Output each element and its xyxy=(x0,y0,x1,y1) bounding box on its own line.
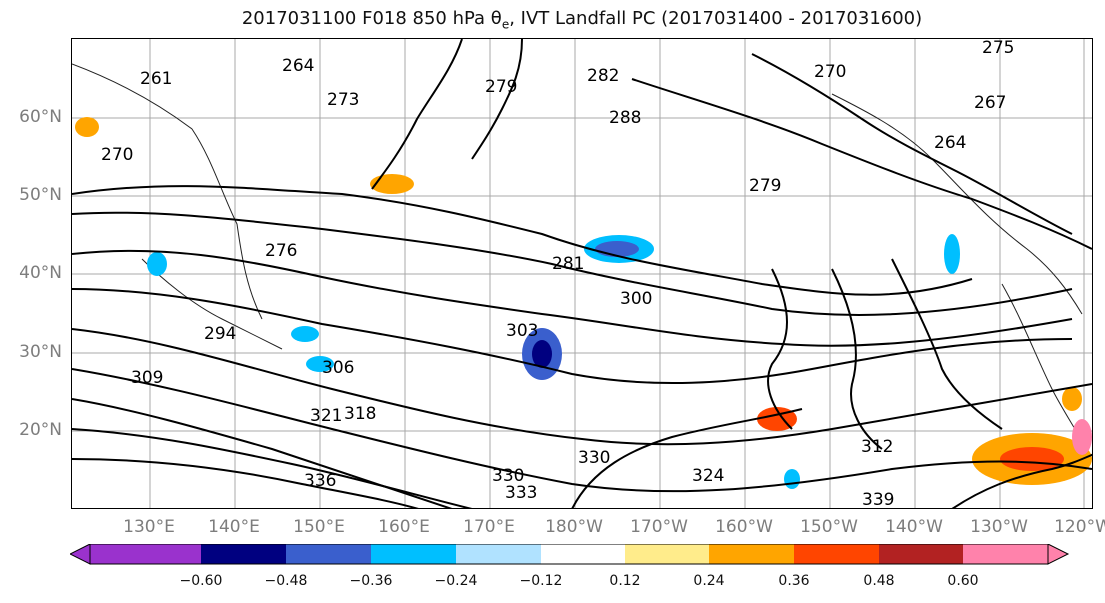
contour-label: 312 xyxy=(861,437,893,457)
colorbar-tick-label: −0.12 xyxy=(519,573,563,589)
lon-label: 180°W xyxy=(545,517,603,537)
colorbar-segment xyxy=(879,544,963,564)
contour-label: 276 xyxy=(265,241,297,261)
contour-label: 288 xyxy=(609,108,641,128)
colorbar-left-arrow xyxy=(68,543,91,565)
contour-label: 339 xyxy=(862,490,894,509)
gridlines xyxy=(72,39,1092,508)
contour-label: 321 xyxy=(310,406,342,426)
contour-label: 330 xyxy=(492,466,524,486)
contour-label: 282 xyxy=(587,66,619,86)
contour-label: 330 xyxy=(578,448,610,468)
lat-label: 30°N xyxy=(19,342,62,362)
colorbar-tick-label: −0.24 xyxy=(434,573,478,589)
contour-label: 300 xyxy=(620,289,652,309)
colorbar-tick-label: 0.12 xyxy=(609,573,641,589)
lon-label: 170°E xyxy=(463,517,515,537)
contour-label: 333 xyxy=(505,483,537,503)
contour-label: 275 xyxy=(982,39,1014,58)
colorbar-tick-label: −0.36 xyxy=(349,573,393,589)
contour-label: 336 xyxy=(304,471,336,491)
lat-label: 50°N xyxy=(19,185,62,205)
lon-label: 130°W xyxy=(970,517,1028,537)
lon-label: 130°E xyxy=(123,517,175,537)
colorbar-segment xyxy=(963,544,1048,564)
lon-label: 140°W xyxy=(885,517,943,537)
contour-label: 281 xyxy=(552,254,584,274)
colorbar-tick-label: 0.24 xyxy=(693,573,725,589)
contour-label: 324 xyxy=(692,466,724,486)
contour-label: 264 xyxy=(282,56,314,76)
contour-label: 306 xyxy=(322,358,354,378)
contour-label: 279 xyxy=(749,176,781,196)
colorbar-segment xyxy=(456,544,541,564)
lon-label: 160°E xyxy=(378,517,430,537)
colorbar-segment xyxy=(794,544,879,564)
colorbar-segment xyxy=(625,544,709,564)
colorbar-segment xyxy=(201,544,286,564)
colorbar-border xyxy=(89,543,1049,565)
contour-label: 318 xyxy=(344,404,376,424)
colorbar-segment xyxy=(90,544,201,564)
contour-label: 279 xyxy=(485,77,517,97)
lon-label: 170°W xyxy=(630,517,688,537)
contour-label: 303 xyxy=(506,321,538,341)
lat-label: 60°N xyxy=(19,107,62,127)
colorbar-tick-label: −0.60 xyxy=(179,573,223,589)
lon-label: 160°W xyxy=(715,517,773,537)
colorbar-tick-label: 0.60 xyxy=(947,573,979,589)
colorbar-right-arrow xyxy=(1047,543,1070,565)
colorbar-tick-label: 0.48 xyxy=(863,573,895,589)
contour-label: 261 xyxy=(140,69,172,89)
contour-label: 264 xyxy=(934,133,966,153)
contour-label: 270 xyxy=(101,145,133,165)
colorbar-segment xyxy=(286,544,371,564)
colorbar-tick-label: −0.48 xyxy=(264,573,308,589)
contour-label-group: 261 264 273 279 282 270 267 270 288 264 … xyxy=(101,39,1014,509)
lat-label: 20°N xyxy=(19,420,62,440)
contour-lines xyxy=(72,39,1092,508)
colorbar-svg xyxy=(68,543,1070,565)
contour-label: 273 xyxy=(327,90,359,110)
contour-label: 267 xyxy=(974,93,1006,113)
contour-label: 294 xyxy=(204,324,236,344)
colorbar-segment xyxy=(541,544,625,564)
colorbar-segment xyxy=(709,544,794,564)
map-panel: 261 264 273 279 282 270 267 270 288 264 … xyxy=(71,38,1093,509)
contour-label: 309 xyxy=(131,368,163,388)
lat-label: 40°N xyxy=(19,263,62,283)
map-title: 2017031100 F018 850 hPa θe, IVT Landfall… xyxy=(241,8,923,32)
colorbar xyxy=(68,543,1095,570)
lon-label: 150°E xyxy=(293,517,345,537)
shaded-regions xyxy=(75,117,1092,489)
contour-label: 270 xyxy=(814,62,846,82)
map-plot: 261 264 273 279 282 270 267 270 288 264 … xyxy=(72,39,1092,509)
colorbar-tick-label: 0.36 xyxy=(778,573,810,589)
lon-label: 120°W xyxy=(1054,517,1105,537)
lon-label: 150°W xyxy=(800,517,858,537)
colorbar-segment xyxy=(371,544,456,564)
lon-label: 140°E xyxy=(208,517,260,537)
